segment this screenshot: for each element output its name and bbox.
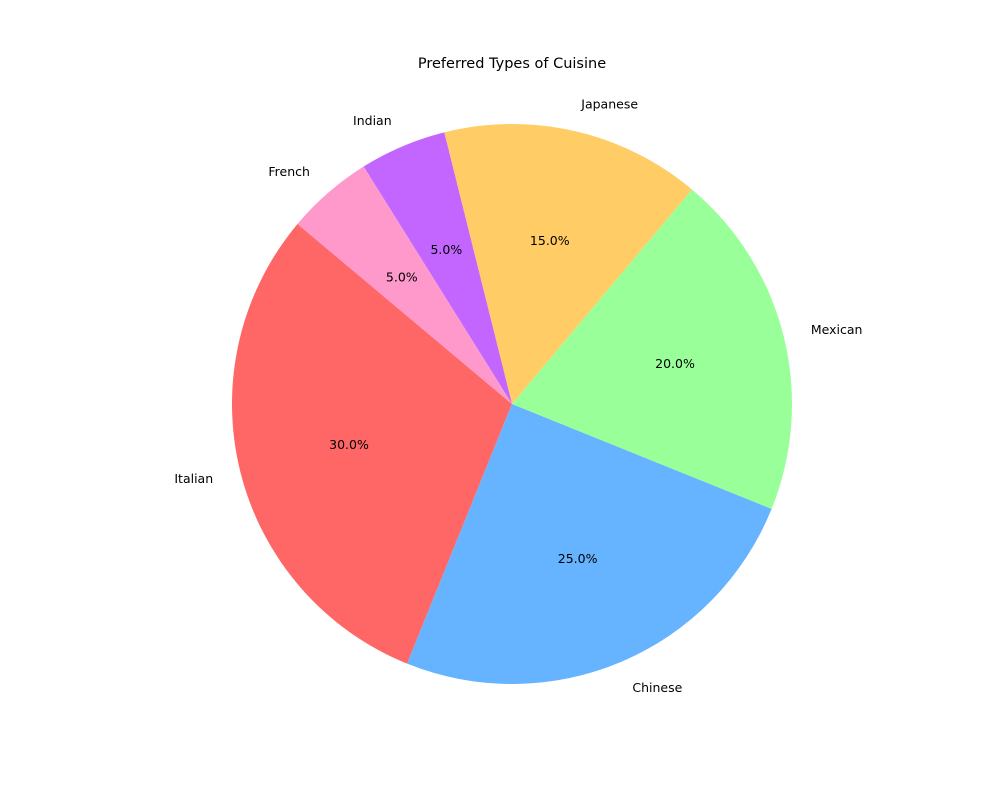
pie-category-label: Japanese	[580, 96, 638, 111]
pie-labels: 30.0% Italian 25.0% Chinese 20.0% Mexican 15.0…	[174, 96, 862, 695]
pie-slice-french	[297, 166, 512, 404]
pie-slices	[232, 123, 793, 684]
pie-slice-chinese	[407, 404, 772, 684]
pie-percent-label: 20.0%	[655, 356, 695, 371]
pie-slice-italian	[232, 224, 512, 664]
pie-category-label: Italian	[174, 471, 213, 486]
pie-percent-label: 25.0%	[558, 551, 598, 566]
pie-percent-label: 15.0%	[530, 233, 570, 248]
chart-title: Preferred Types of Cuisine	[418, 56, 606, 72]
pie-percent-label: 30.0%	[329, 437, 369, 452]
pie-category-label: Mexican	[811, 322, 863, 337]
pie-percent-label: 5.0%	[430, 242, 462, 257]
pie-percent-label: 5.0%	[386, 270, 418, 285]
pie-slice-japanese	[444, 123, 692, 404]
pie-category-label: Indian	[353, 113, 392, 128]
pie-slice-indian	[363, 132, 512, 404]
pie-category-label: Chinese	[632, 680, 682, 695]
pie-category-label: French	[268, 164, 310, 179]
pie-slice-mexican	[512, 189, 793, 509]
